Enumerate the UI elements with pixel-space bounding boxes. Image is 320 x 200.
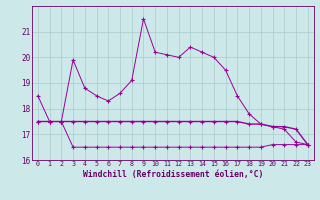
- X-axis label: Windchill (Refroidissement éolien,°C): Windchill (Refroidissement éolien,°C): [83, 170, 263, 179]
